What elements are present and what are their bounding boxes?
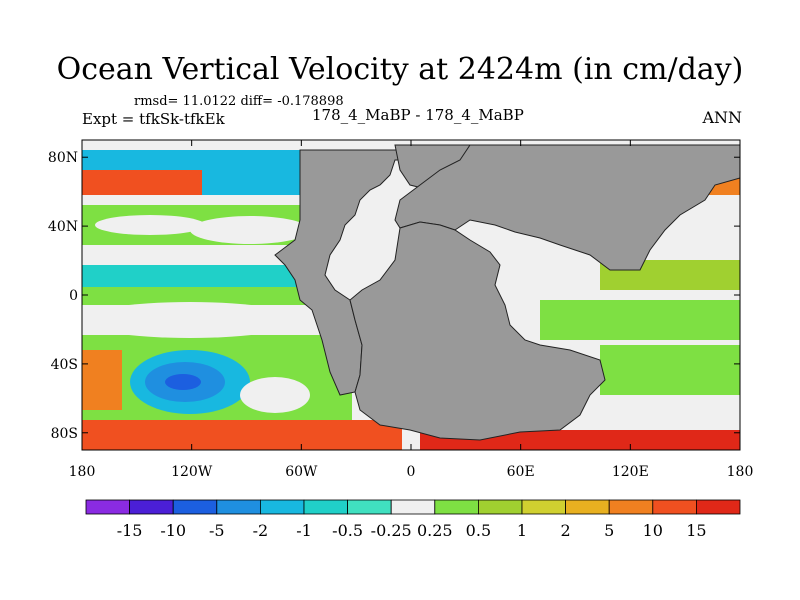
x-tick-label: 60E xyxy=(507,464,535,480)
field-patch xyxy=(82,302,300,338)
x-tick-label: 180 xyxy=(727,464,754,480)
colorbar-label: -5 xyxy=(209,521,225,540)
continent-africa xyxy=(349,221,606,441)
colorbar-label: 2 xyxy=(561,521,571,540)
y-tick-label: 40N xyxy=(48,219,78,235)
y-tick-label: 40S xyxy=(51,357,78,373)
colorbar-label: 1 xyxy=(517,521,527,540)
colorbar-segment xyxy=(172,499,218,515)
field-band xyxy=(540,300,740,340)
colorbar-segment xyxy=(216,499,261,515)
colorbar-label: 10 xyxy=(643,521,663,540)
colorbar-label: -1 xyxy=(296,521,312,540)
chart-title: Ocean Vertical Velocity at 2424m (in cm/… xyxy=(56,52,744,87)
field-band xyxy=(82,350,122,410)
x-tick-label: 60W xyxy=(285,464,318,480)
colorbar-label: -0.5 xyxy=(332,521,363,540)
field-patch xyxy=(190,216,310,244)
field-band xyxy=(600,345,740,395)
colorbar-label: 0.5 xyxy=(466,521,491,540)
x-tick-label: 120E xyxy=(612,464,649,480)
colorbar-label: 0.25 xyxy=(417,521,453,540)
season-label: ANN xyxy=(702,108,742,127)
y-tick-label: 80S xyxy=(51,426,78,442)
colorbar-segment xyxy=(390,499,436,515)
colorbar-segment xyxy=(696,499,741,515)
colorbar-segment xyxy=(477,499,523,515)
colorbar: -15 -10 -5 -2 -1 -0.5 -0.25 0.25 0.5 1 2 5 10 15 xyxy=(85,499,741,540)
field-patch xyxy=(240,377,310,413)
colorbar-label: 5 xyxy=(604,521,614,540)
colorbar-segment xyxy=(434,499,479,515)
colorbar-segment xyxy=(129,499,174,515)
x-tick-label: 120W xyxy=(171,464,213,480)
y-axis: 80N 40N 0 40S 80S xyxy=(48,150,740,442)
colorbar-label: -0.25 xyxy=(371,521,412,540)
field-patch xyxy=(95,215,205,235)
field-band xyxy=(82,170,202,195)
colorbar-segment xyxy=(565,499,610,515)
colorbar-label: 15 xyxy=(686,521,706,540)
cases-label: 178_4_MaBP - 178_4_MaBP xyxy=(312,106,524,124)
colorbar-label: -15 xyxy=(117,521,143,540)
colorbar-label: -2 xyxy=(253,521,269,540)
x-tick-label: 0 xyxy=(407,464,416,480)
y-tick-label: 80N xyxy=(48,150,78,166)
colorbar-segment xyxy=(521,499,566,515)
field-band xyxy=(82,265,322,287)
colorbar-segment xyxy=(347,499,392,515)
field-patch xyxy=(165,374,201,390)
y-tick-label: 0 xyxy=(69,288,78,304)
field-band xyxy=(82,287,322,305)
colorbar-segment xyxy=(608,499,654,515)
colorbar-label: -10 xyxy=(160,521,186,540)
x-tick-label: 180 xyxy=(69,464,96,480)
map-field xyxy=(82,140,740,450)
colorbar-segment xyxy=(259,499,305,515)
x-axis: 180 120W 60W 0 60E 120E 180 xyxy=(69,140,754,480)
field-band xyxy=(82,420,402,450)
colorbar-segment xyxy=(85,499,130,515)
colorbar-segment xyxy=(652,499,697,515)
stats-label: rmsd= 11.0122 diff= -0.178898 xyxy=(134,94,344,109)
experiment-label: Expt = tfkSk-tfkEk xyxy=(82,110,225,128)
colorbar-segment xyxy=(303,499,348,515)
continent-eurasia xyxy=(394,144,740,271)
